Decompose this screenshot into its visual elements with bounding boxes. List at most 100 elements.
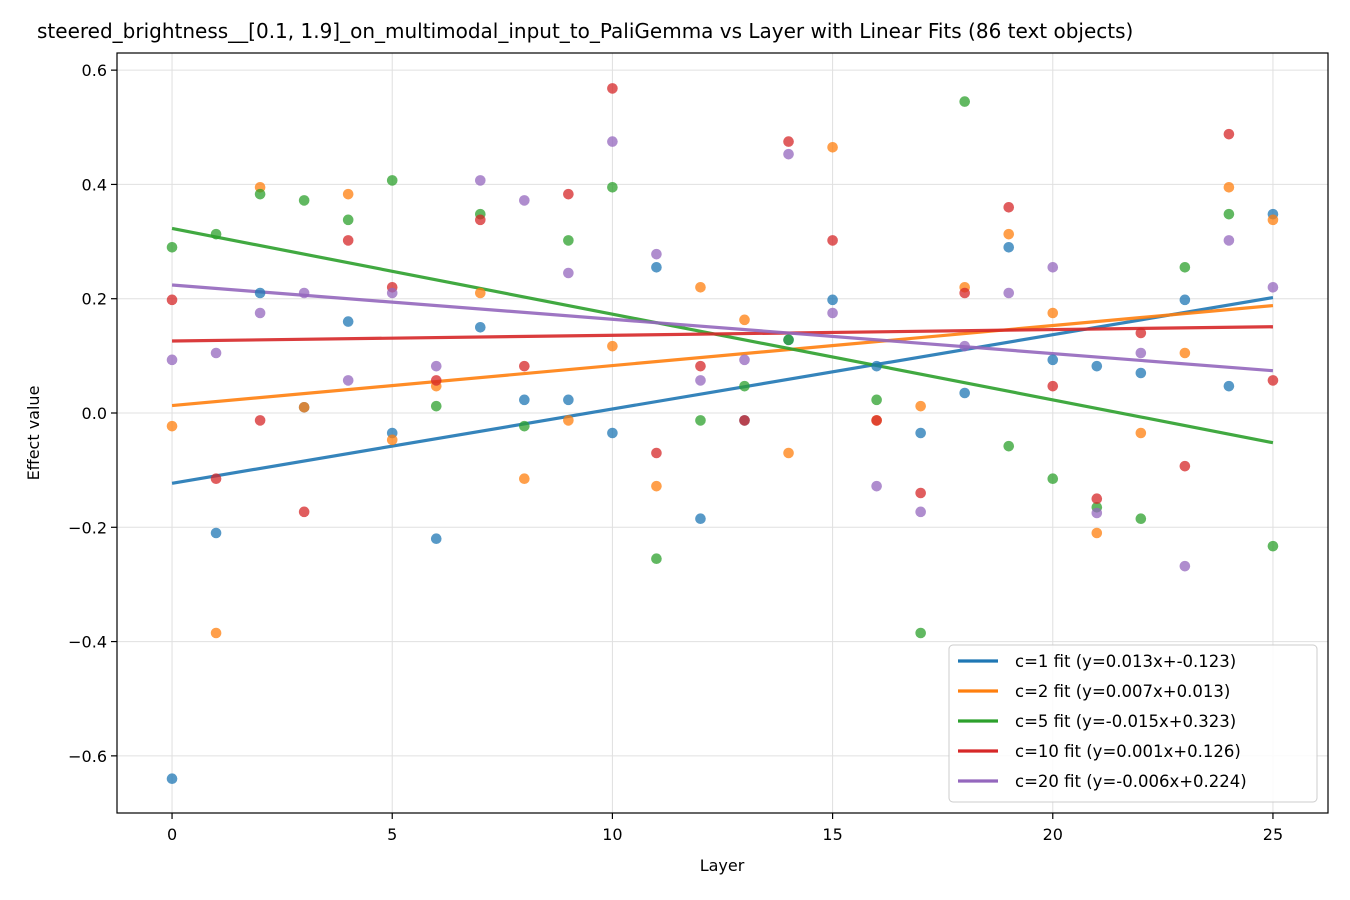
data-point-c=20 (342, 375, 354, 386)
data-point-c=5 (739, 380, 750, 392)
data-point-c=1 (1091, 360, 1103, 372)
data-point-c=5 (430, 400, 442, 412)
data-point-c=5 (519, 420, 530, 432)
data-point-c=2 (827, 141, 838, 153)
data-point-c=1 (959, 387, 970, 399)
x-tick-label: 25 (1263, 825, 1283, 844)
data-point-c=2 (1179, 347, 1191, 359)
x-tick-label: 15 (822, 825, 842, 844)
data-point-c=5 (695, 415, 706, 426)
data-point-c=10 (519, 360, 530, 372)
data-point-c=2 (915, 400, 926, 412)
x-tick-label: 5 (387, 825, 397, 844)
data-point-c=1 (1135, 367, 1147, 379)
data-point-c=5 (783, 334, 794, 346)
data-point-c=1 (519, 394, 530, 406)
data-point-c=2 (519, 473, 530, 485)
data-point-c=5 (1047, 473, 1059, 485)
data-point-c=5 (915, 627, 926, 639)
data-point-c=10 (210, 473, 222, 485)
data-point-c=20 (783, 148, 794, 160)
data-point-c=20 (563, 267, 574, 279)
y-axis-label: Effect value (24, 386, 43, 481)
data-point-c=10 (563, 188, 574, 200)
fit-line-c=10 (172, 325, 1273, 343)
legend-label-c=1: c=1 fit (y=0.013x+-0.123) (1015, 652, 1236, 671)
data-point-c=5 (298, 195, 310, 206)
data-point-c=20 (1135, 347, 1147, 359)
data-point-c=5 (342, 214, 354, 226)
data-point-c=5 (959, 96, 970, 107)
data-point-c=20 (827, 307, 838, 319)
data-point-c=10 (1003, 201, 1015, 213)
data-point-c=2 (695, 281, 706, 293)
data-point-c=2 (563, 415, 574, 426)
data-point-c=20 (871, 480, 882, 492)
data-point-c=10 (430, 375, 442, 386)
data-point-c=2 (783, 447, 794, 459)
data-point-c=5 (563, 235, 574, 246)
fit-line-c=20 (171, 283, 1274, 373)
data-point-c=2 (1003, 228, 1015, 240)
data-point-c=1 (871, 360, 882, 372)
y-tick-label: −0.2 (68, 518, 107, 537)
legend-box (948, 644, 1318, 803)
data-point-c=20 (1003, 287, 1015, 299)
data-point-c=1 (827, 294, 838, 306)
data-point-c=5 (1267, 540, 1279, 552)
data-point-c=5 (607, 181, 618, 193)
data-point-c=2 (651, 480, 662, 492)
data-point-c=20 (607, 136, 618, 147)
data-point-c=20 (1223, 235, 1235, 246)
legend-label-c=10: c=10 fit (y=0.001x+0.126) (1015, 742, 1241, 761)
data-point-c=5 (1223, 208, 1235, 220)
data-point-c=10 (1091, 493, 1103, 505)
data-point-c=2 (1267, 214, 1279, 226)
data-point-c=2 (166, 420, 178, 432)
data-point-c=5 (1179, 261, 1191, 273)
data-point-c=1 (915, 427, 926, 439)
data-point-c=1 (342, 316, 354, 327)
data-point-c=1 (695, 513, 706, 525)
data-point-c=2 (298, 401, 310, 413)
data-point-c=1 (651, 261, 662, 273)
fit-lines (171, 226, 1274, 485)
data-point-c=2 (607, 340, 618, 352)
data-point-c=1 (475, 321, 486, 333)
data-point-c=1 (563, 394, 574, 406)
data-point-c=1 (1003, 241, 1015, 253)
data-point-c=10 (1223, 128, 1235, 140)
data-point-c=20 (254, 307, 266, 319)
data-point-c=1 (210, 527, 222, 539)
data-point-c=5 (386, 175, 398, 186)
data-point-c=20 (695, 375, 706, 386)
x-axis-label: Layer (700, 856, 745, 875)
y-tick-label: 0.2 (82, 290, 107, 309)
data-point-c=5 (1003, 440, 1015, 452)
data-point-c=10 (695, 360, 706, 372)
data-point-c=2 (1135, 427, 1147, 439)
data-point-c=10 (959, 287, 970, 299)
data-point-c=1 (1047, 354, 1059, 366)
data-point-c=10 (1135, 327, 1147, 339)
data-points (166, 83, 1279, 785)
x-tick-label: 20 (1043, 825, 1063, 844)
y-axis-ticks: −0.6 −0.4 −0.2 0.0 0.2 0.4 0.6 (68, 61, 117, 766)
chart-title: steered_brightness__[0.1, 1.9]_on_multim… (37, 19, 1133, 43)
y-tick-label: −0.6 (68, 747, 107, 766)
data-point-c=10 (342, 235, 354, 246)
data-point-c=20 (386, 287, 398, 299)
data-point-c=10 (298, 506, 310, 518)
x-tick-label: 0 (167, 825, 177, 844)
data-point-c=2 (1091, 527, 1103, 539)
data-point-c=10 (739, 415, 750, 426)
x-tick-label: 10 (602, 825, 622, 844)
data-point-c=10 (1179, 460, 1191, 472)
data-point-c=10 (915, 487, 926, 499)
data-point-c=10 (871, 415, 882, 426)
y-tick-label: −0.4 (68, 633, 107, 652)
data-point-c=20 (475, 175, 486, 186)
data-point-c=20 (739, 354, 750, 366)
data-point-c=20 (959, 340, 970, 352)
x-axis-ticks: 0 5 10 15 20 25 (167, 813, 1283, 844)
